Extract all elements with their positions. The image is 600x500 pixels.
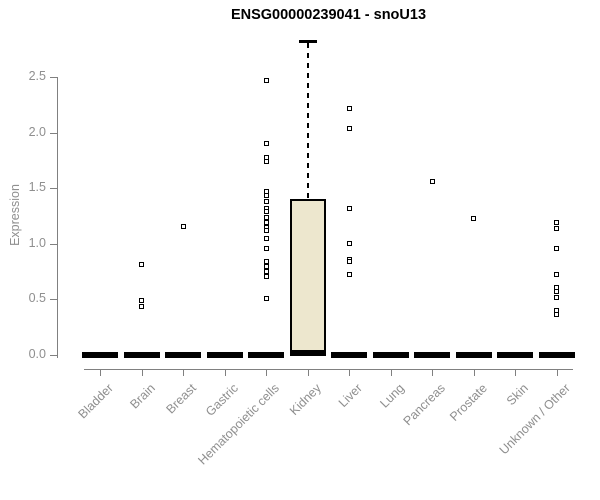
whisker-line	[306, 43, 309, 200]
outlier-point	[263, 141, 269, 147]
outlier-point	[263, 263, 269, 269]
x-axis-tick	[183, 369, 184, 376]
x-axis-tick	[556, 369, 558, 376]
x-tick-label: Unknown / Other	[496, 381, 573, 458]
outlier-point	[554, 225, 559, 231]
outlier-point	[263, 227, 269, 233]
y-tick-label: 0.0	[28, 347, 46, 361]
outlier-point	[263, 245, 269, 251]
median-bar	[289, 349, 326, 356]
outlier-point	[554, 220, 559, 226]
y-tick-label: 0.5	[28, 291, 46, 306]
outlier-point	[263, 214, 269, 220]
x-axis-tick	[266, 369, 267, 376]
x-axis-tick	[432, 369, 433, 376]
x-axis-tick	[473, 369, 475, 376]
outlier-point	[139, 303, 144, 309]
outlier-point	[554, 294, 559, 300]
outlier-point	[263, 77, 269, 83]
x-axis-tick	[141, 369, 143, 376]
y-axis-tick	[50, 188, 57, 190]
median-bar	[414, 352, 450, 358]
x-axis-tick	[349, 369, 350, 376]
outlier-point	[263, 199, 269, 205]
outlier-point	[263, 159, 269, 164]
outlier-point	[263, 209, 269, 215]
outlier-point	[263, 193, 269, 199]
outlier-point	[346, 105, 352, 111]
y-axis-tick	[50, 132, 57, 134]
outlier-point	[180, 223, 186, 229]
x-axis-tick	[307, 369, 309, 376]
median-bar	[538, 352, 575, 358]
median-bar	[455, 352, 492, 358]
x-axis-tick	[390, 369, 392, 376]
y-axis-tick	[50, 77, 57, 78]
y-axis-tick	[50, 355, 57, 356]
outlier-point	[346, 272, 352, 278]
median-bar	[497, 352, 533, 358]
box	[289, 199, 326, 353]
outlier-point	[346, 259, 352, 265]
y-tick-label: 1.0	[28, 235, 46, 250]
x-axis-tick	[224, 369, 226, 376]
outlier-point	[263, 235, 269, 241]
median-bar	[248, 352, 284, 358]
y-tick-label: 2.0	[28, 124, 46, 139]
median-bar	[331, 352, 367, 358]
outlier-point	[263, 273, 269, 279]
y-axis-line	[57, 77, 58, 358]
y-axis-tick	[50, 243, 57, 245]
outlier-point	[554, 245, 559, 251]
x-axis-tick	[515, 369, 516, 376]
y-tick-label: 1.5	[28, 180, 46, 195]
outlier-point	[429, 179, 435, 185]
outlier-point	[139, 298, 144, 303]
outlier-point	[554, 312, 559, 318]
y-axis-tick	[50, 299, 57, 301]
median-bar	[123, 352, 160, 358]
outlier-point	[263, 295, 269, 301]
whisker-cap	[298, 40, 317, 43]
median-bar	[82, 352, 118, 358]
median-bar	[165, 352, 201, 358]
outlier-point	[554, 289, 559, 295]
chart-title: ENSG00000239041 - snoU13	[230, 7, 427, 23]
outlier-point	[346, 205, 352, 211]
outlier-point	[471, 215, 476, 221]
x-axis-line	[84, 369, 573, 370]
outlier-point	[346, 125, 352, 131]
outlier-point	[346, 241, 352, 247]
median-bar	[372, 352, 409, 358]
x-axis-tick	[100, 369, 101, 376]
y-tick-label: 2.5	[28, 69, 46, 83]
outlier-point	[554, 272, 559, 278]
median-bar	[206, 352, 243, 358]
outlier-point	[139, 262, 144, 268]
